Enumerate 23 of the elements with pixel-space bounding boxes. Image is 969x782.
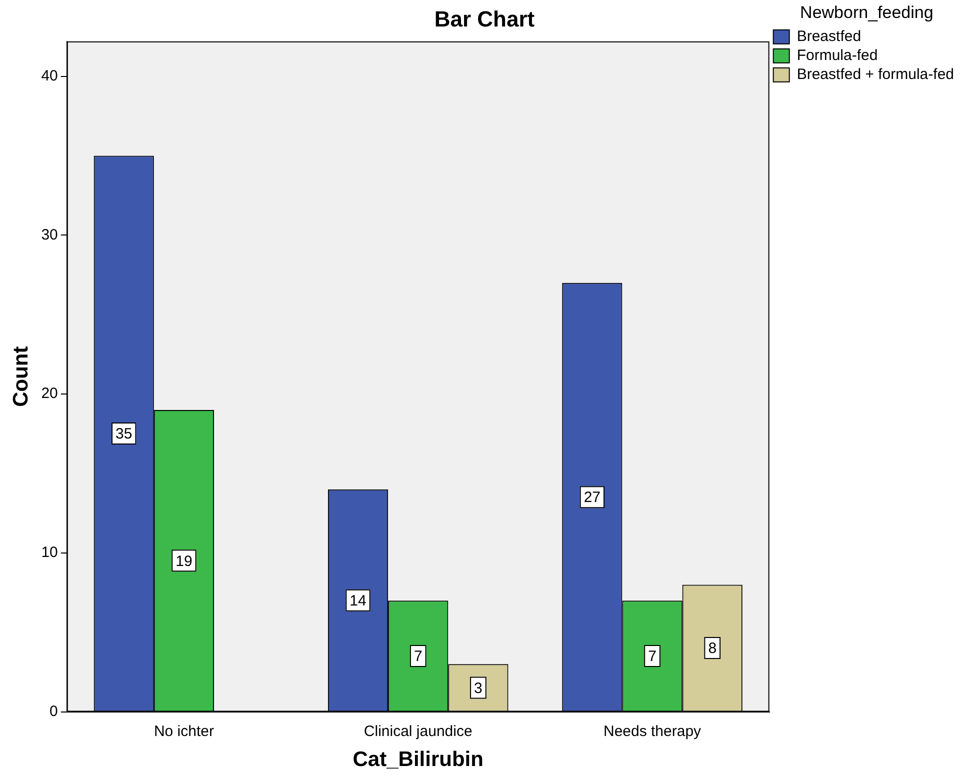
data-label: 8 bbox=[708, 640, 717, 658]
chart-title: Bar Chart bbox=[434, 6, 536, 32]
x-tick-label: Clinical jaundice bbox=[364, 722, 472, 740]
y-tick-label: 0 bbox=[50, 702, 58, 720]
y-tick-label: 40 bbox=[41, 67, 58, 84]
data-label: 35 bbox=[116, 426, 132, 443]
data-label: 7 bbox=[414, 648, 422, 666]
x-tick-label: No ichter bbox=[154, 722, 214, 740]
legend-label: Breastfed + formula-fed bbox=[796, 66, 954, 84]
y-tick-label: 10 bbox=[41, 544, 58, 562]
data-label: 14 bbox=[350, 592, 366, 610]
data-label: 3 bbox=[474, 680, 482, 697]
legend-label: Formula-fed bbox=[796, 47, 878, 64]
legend-label: Breastfed bbox=[796, 28, 862, 46]
legend-title: Newborn_feeding bbox=[800, 3, 934, 22]
data-label: 7 bbox=[648, 648, 656, 666]
data-label: 27 bbox=[584, 489, 601, 506]
y-tick-label: 30 bbox=[41, 226, 58, 244]
x-axis-title: Cat_Bilirubin bbox=[352, 748, 484, 772]
y-axis-title: Count bbox=[9, 346, 32, 407]
data-label: 19 bbox=[176, 552, 192, 570]
y-tick-label: 20 bbox=[41, 385, 58, 402]
x-tick-label: Needs therapy bbox=[603, 722, 702, 740]
